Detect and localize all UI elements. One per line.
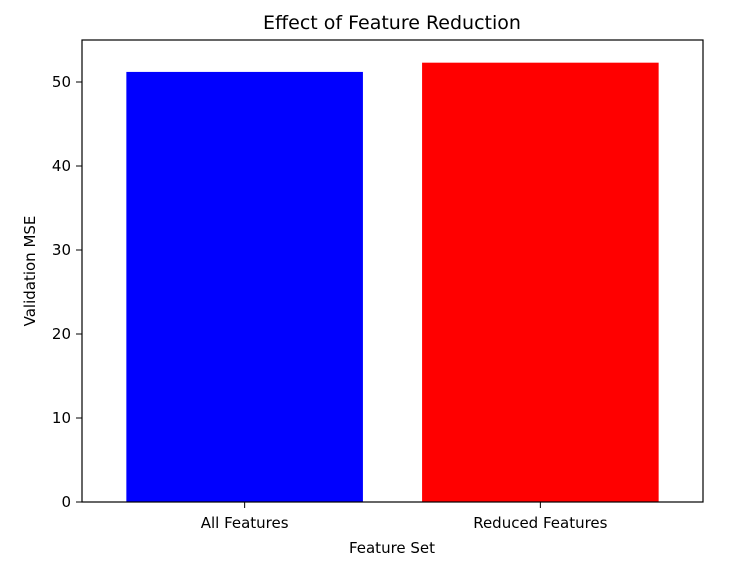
bar-reduced-features	[422, 62, 659, 503]
x-tick-label: All Features	[201, 514, 289, 532]
bar-all-features	[126, 71, 363, 503]
x-tick-label: Reduced Features	[473, 514, 607, 532]
chart-title: Effect of Feature Reduction	[263, 12, 521, 34]
x-axis-label: Feature Set	[349, 539, 435, 557]
y-axis: 0 10 20 30 40 50	[52, 73, 82, 511]
bar-group	[126, 62, 659, 503]
y-tick-label: 40	[52, 157, 71, 175]
x-axis: All Features Reduced Features	[201, 502, 608, 532]
y-axis-label: Validation MSE	[21, 216, 39, 327]
y-tick-label: 50	[52, 73, 71, 91]
y-tick-label: 20	[52, 325, 71, 343]
y-tick-label: 10	[52, 409, 71, 427]
y-tick-label: 30	[52, 241, 71, 259]
plot-frame	[81, 39, 704, 503]
y-tick-label: 0	[61, 493, 71, 511]
